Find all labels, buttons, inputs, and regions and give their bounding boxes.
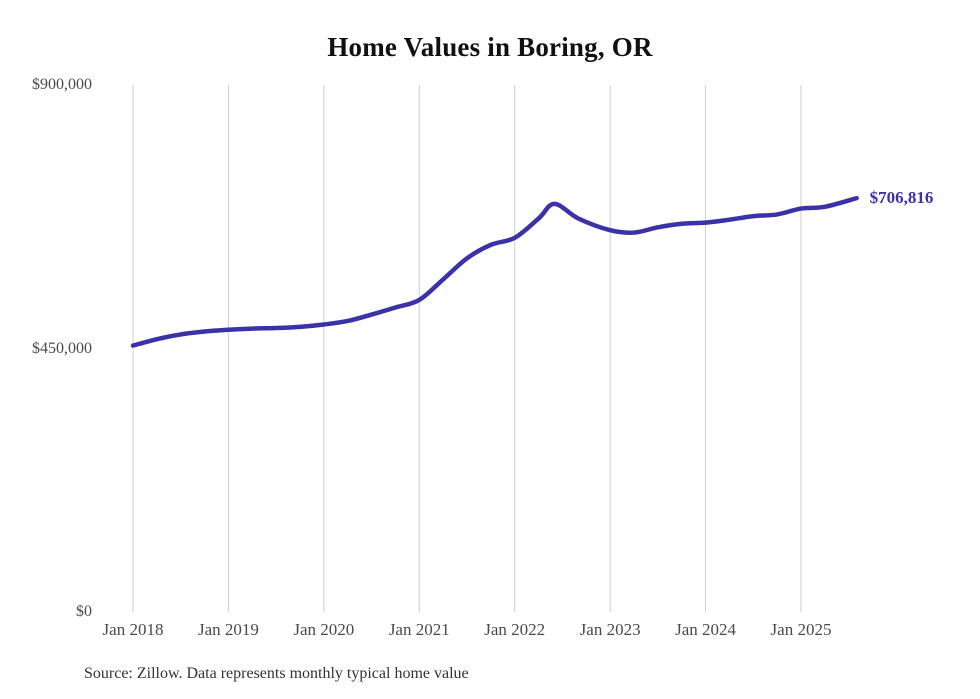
gridlines-group [132,85,802,612]
source-note: Source: Zillow. Data represents monthly … [84,665,469,682]
x-tick-label-2018-01: Jan 2018 [102,620,164,639]
series-line-group [130,195,859,348]
x-tick-label-2021-01: Jan 2021 [388,620,450,639]
y-tick-label-0: $900,000 [32,76,92,93]
x-tick-label-2025-01: Jan 2025 [770,620,832,639]
x-tick-label-2019-01: Jan 2019 [197,620,259,639]
y-tick-label-2: $0 [76,603,92,620]
x-tick-label-2020-01: Jan 2020 [293,620,355,639]
x-tick-label-2022-01: Jan 2022 [484,620,546,639]
chart-title: Home Values in Boring, OR [327,32,653,62]
series-line-typical-home-value [130,195,859,348]
y-tick-label-1: $450,000 [32,339,92,357]
x-tick-label-2023-01: Jan 2023 [579,620,641,639]
x-tick-label-2024-01: Jan 2024 [675,620,737,639]
end-value-data-label: $706,816 [869,188,934,208]
